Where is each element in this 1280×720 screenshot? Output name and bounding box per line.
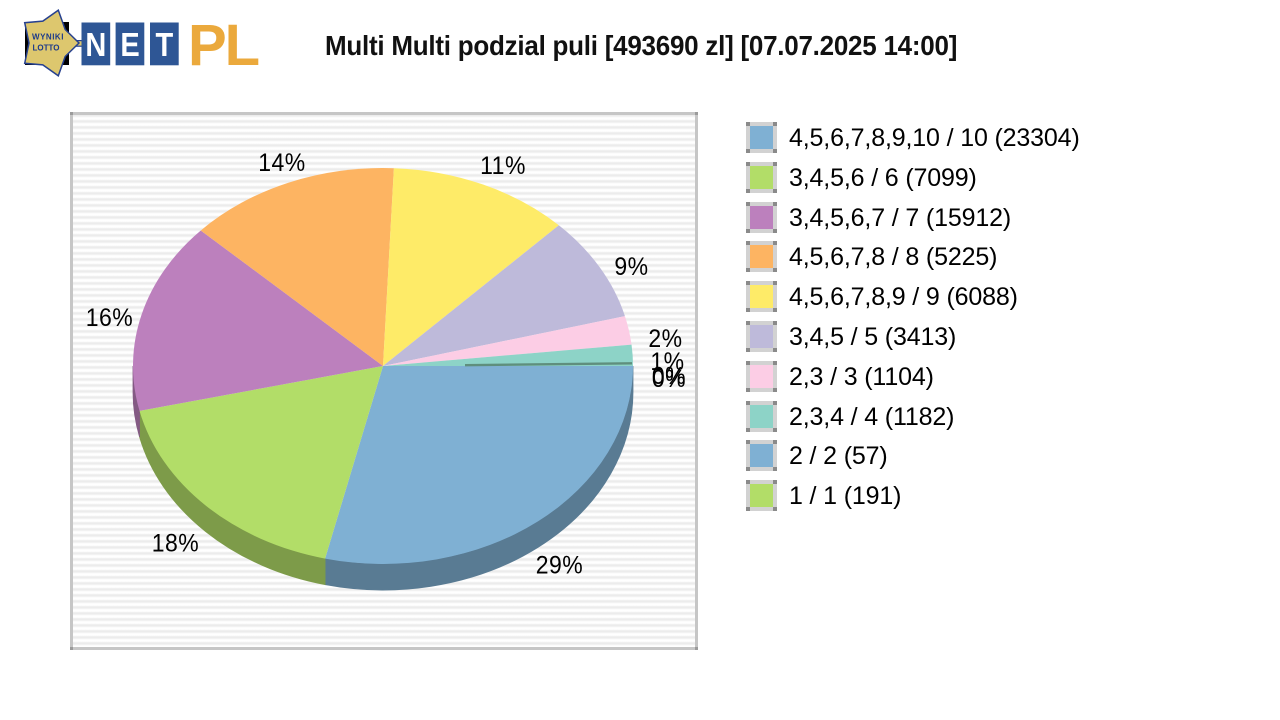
svg-text:PL: PL bbox=[188, 13, 259, 78]
svg-text:LOTTO: LOTTO bbox=[33, 44, 60, 53]
svg-text:N: N bbox=[85, 26, 106, 63]
svg-text:WYNIKI: WYNIKI bbox=[32, 32, 64, 41]
svg-text:T: T bbox=[156, 26, 174, 63]
svg-text:E: E bbox=[120, 26, 139, 63]
